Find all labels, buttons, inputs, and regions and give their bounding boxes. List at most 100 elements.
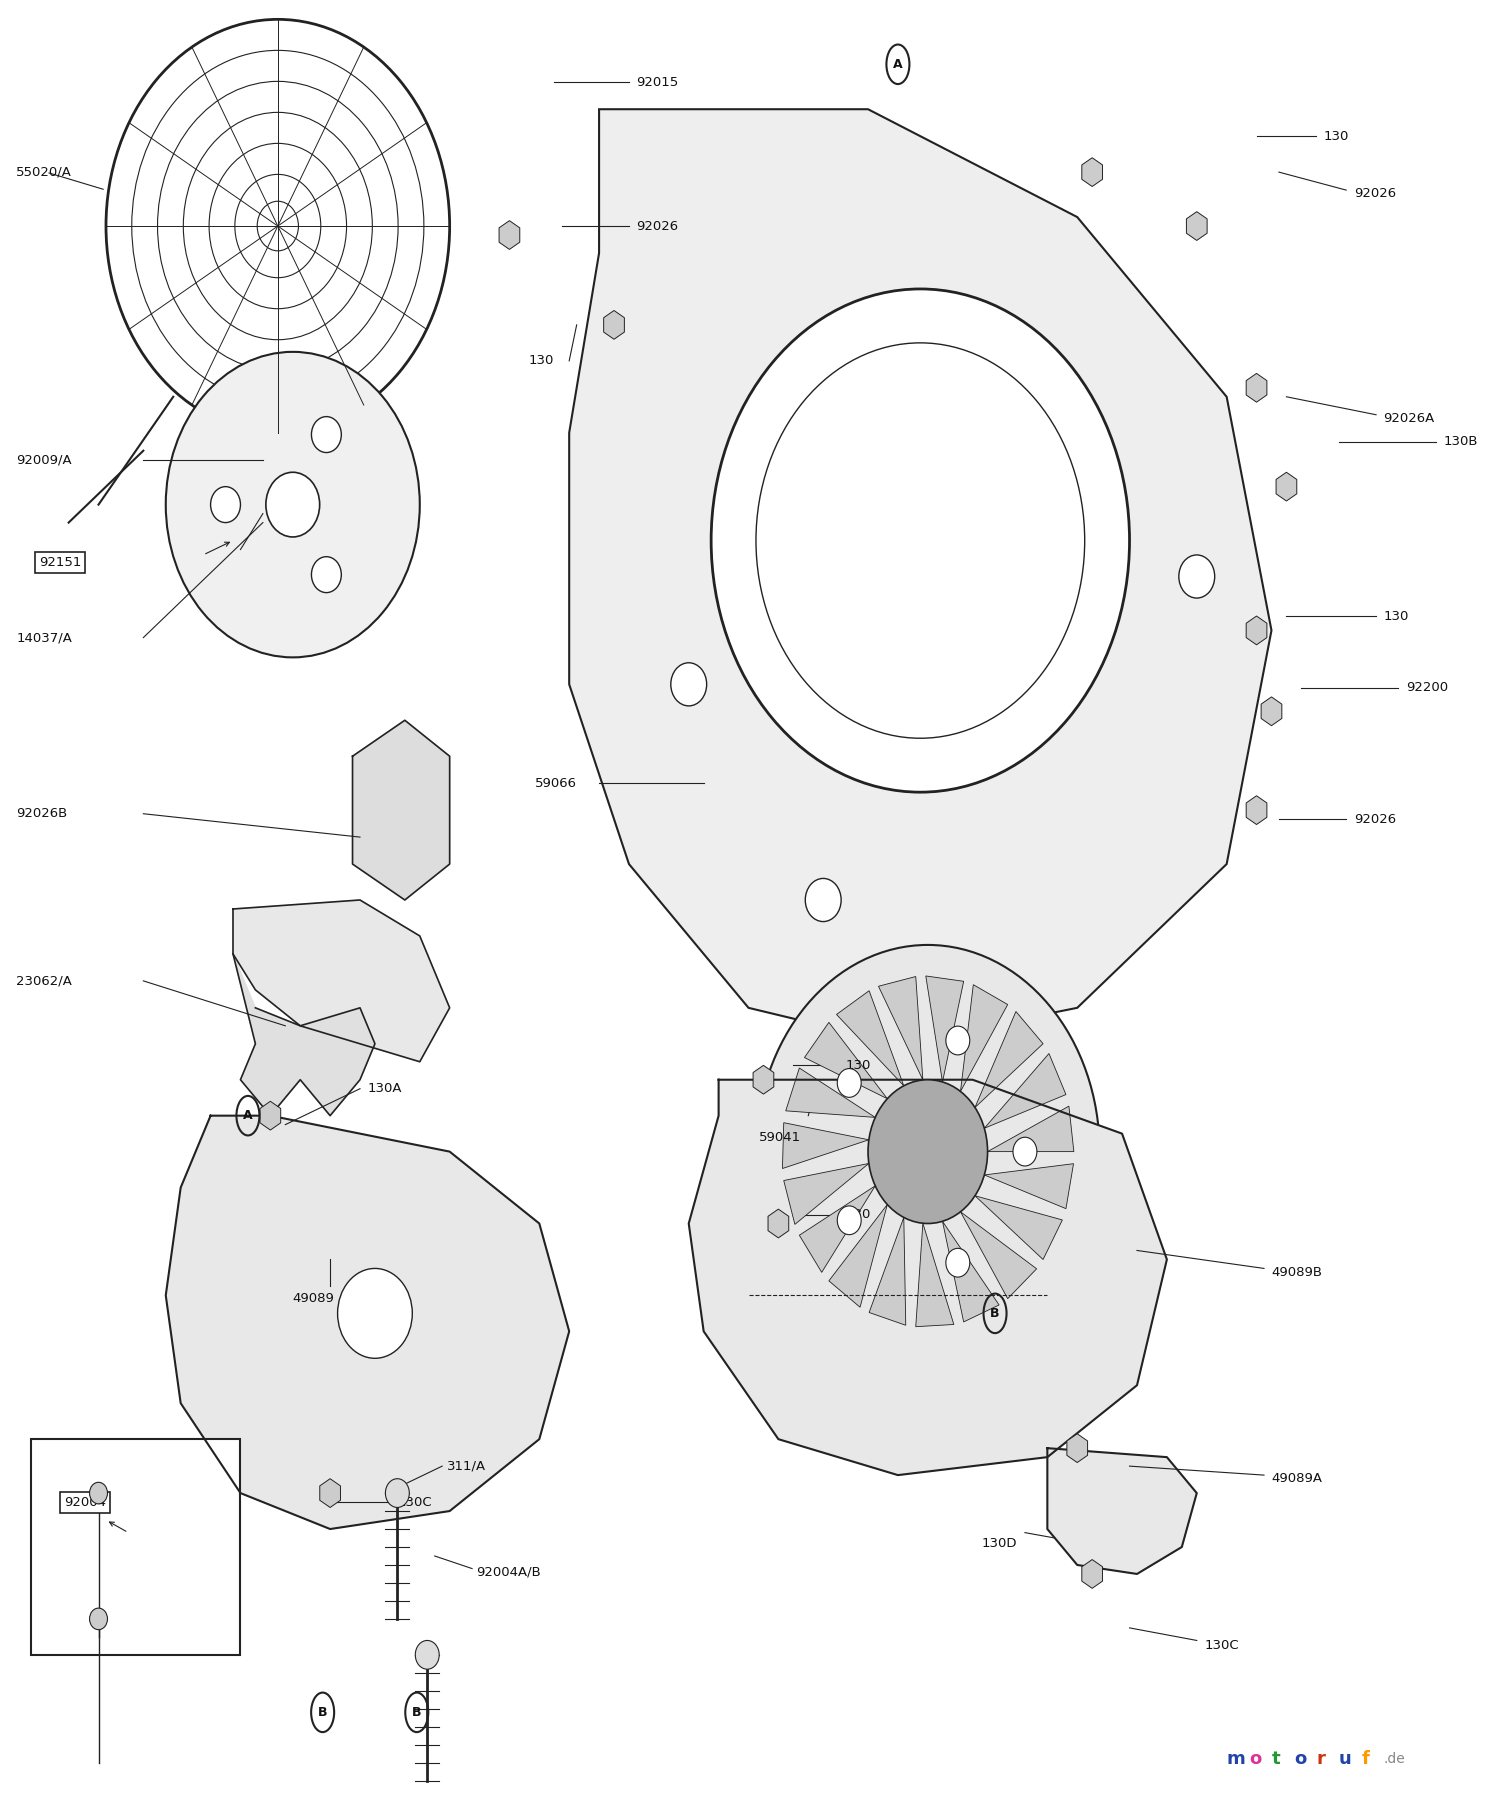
Circle shape: [211, 486, 241, 522]
Circle shape: [338, 1269, 412, 1359]
Polygon shape: [988, 1107, 1073, 1152]
Text: 92026: 92026: [1353, 187, 1395, 200]
Polygon shape: [1275, 472, 1296, 500]
Polygon shape: [786, 1067, 876, 1118]
Polygon shape: [569, 110, 1271, 1044]
Text: 92200: 92200: [1406, 682, 1448, 695]
Polygon shape: [1246, 373, 1266, 401]
Polygon shape: [234, 900, 449, 1062]
Polygon shape: [975, 1012, 1043, 1107]
Polygon shape: [166, 1116, 569, 1528]
Text: 49089: 49089: [293, 1292, 335, 1305]
Circle shape: [837, 1069, 861, 1098]
Polygon shape: [879, 977, 922, 1080]
Text: m: m: [1226, 1750, 1246, 1768]
Text: o: o: [1293, 1750, 1307, 1768]
Text: 130C: 130C: [1204, 1640, 1240, 1652]
Circle shape: [1013, 1138, 1037, 1166]
FancyBboxPatch shape: [31, 1440, 241, 1654]
Polygon shape: [1082, 1559, 1102, 1588]
Circle shape: [415, 1640, 439, 1669]
Circle shape: [1178, 554, 1214, 598]
Text: 311/A: 311/A: [446, 1460, 487, 1472]
Text: B: B: [412, 1706, 422, 1719]
Polygon shape: [352, 720, 449, 900]
Circle shape: [868, 1080, 988, 1224]
Text: 59041: 59041: [759, 1130, 801, 1143]
Polygon shape: [753, 1066, 774, 1094]
Text: r: r: [1316, 1750, 1325, 1768]
Polygon shape: [870, 1217, 906, 1325]
Polygon shape: [829, 1204, 888, 1307]
Text: 130B: 130B: [1443, 436, 1478, 448]
Polygon shape: [985, 1165, 1073, 1208]
Text: 130A: 130A: [367, 1082, 403, 1094]
Polygon shape: [916, 1224, 954, 1327]
Polygon shape: [1187, 212, 1207, 241]
Circle shape: [90, 1607, 108, 1629]
Text: u: u: [1338, 1750, 1352, 1768]
Circle shape: [837, 1206, 861, 1235]
Text: .de: .de: [1383, 1751, 1406, 1766]
Polygon shape: [784, 1163, 868, 1224]
Polygon shape: [1067, 1435, 1088, 1463]
Text: 92026: 92026: [1353, 812, 1395, 826]
Text: o: o: [1248, 1750, 1262, 1768]
Circle shape: [711, 290, 1130, 792]
Polygon shape: [234, 954, 374, 1116]
Text: A: A: [894, 58, 903, 70]
Polygon shape: [320, 1480, 340, 1507]
Circle shape: [385, 1480, 409, 1507]
Polygon shape: [689, 1080, 1166, 1476]
Circle shape: [946, 1026, 970, 1055]
Polygon shape: [925, 976, 964, 1082]
Text: 92026A: 92026A: [1383, 412, 1434, 425]
Circle shape: [311, 416, 341, 452]
Text: 59066: 59066: [534, 776, 576, 790]
Circle shape: [266, 472, 320, 536]
Text: 92015: 92015: [636, 76, 678, 88]
Text: 130: 130: [1323, 130, 1349, 142]
Circle shape: [90, 1483, 108, 1503]
Polygon shape: [768, 1210, 789, 1238]
Text: 130: 130: [1383, 610, 1409, 623]
Polygon shape: [1246, 796, 1266, 824]
Text: B: B: [991, 1307, 1000, 1319]
Circle shape: [756, 945, 1100, 1359]
Text: 14037/A: 14037/A: [16, 632, 72, 644]
Text: 130C: 130C: [397, 1496, 433, 1508]
Polygon shape: [1048, 1449, 1196, 1573]
Circle shape: [166, 351, 419, 657]
Text: 23062/A: 23062/A: [16, 974, 72, 988]
Text: 130: 130: [528, 355, 554, 367]
Text: 92004: 92004: [64, 1496, 106, 1508]
Text: 92004A/B: 92004A/B: [476, 1566, 542, 1579]
Text: 92151: 92151: [39, 556, 81, 569]
Text: 130: 130: [846, 1208, 871, 1220]
Text: 92026: 92026: [636, 220, 678, 232]
Text: 55020/A: 55020/A: [16, 166, 72, 178]
Polygon shape: [961, 1211, 1036, 1298]
Text: 49089B: 49089B: [1271, 1265, 1322, 1278]
Text: 130: 130: [846, 1058, 871, 1071]
Polygon shape: [837, 990, 904, 1085]
Text: 49089A: 49089A: [1271, 1472, 1322, 1485]
Text: 130D: 130D: [982, 1537, 1018, 1550]
Circle shape: [946, 1249, 970, 1276]
Polygon shape: [961, 985, 1007, 1091]
Polygon shape: [783, 1123, 868, 1168]
Polygon shape: [499, 221, 519, 250]
Polygon shape: [975, 1195, 1063, 1260]
Polygon shape: [985, 1053, 1066, 1129]
Text: 92026B: 92026B: [16, 806, 67, 821]
Text: 92009/A: 92009/A: [16, 454, 72, 466]
Polygon shape: [603, 311, 624, 338]
Text: B: B: [317, 1706, 328, 1719]
Polygon shape: [804, 1022, 888, 1098]
Circle shape: [671, 662, 707, 706]
Text: t: t: [1271, 1750, 1280, 1768]
Text: A: A: [243, 1109, 253, 1121]
Polygon shape: [1246, 616, 1266, 644]
Polygon shape: [799, 1186, 876, 1273]
Polygon shape: [1260, 697, 1281, 725]
